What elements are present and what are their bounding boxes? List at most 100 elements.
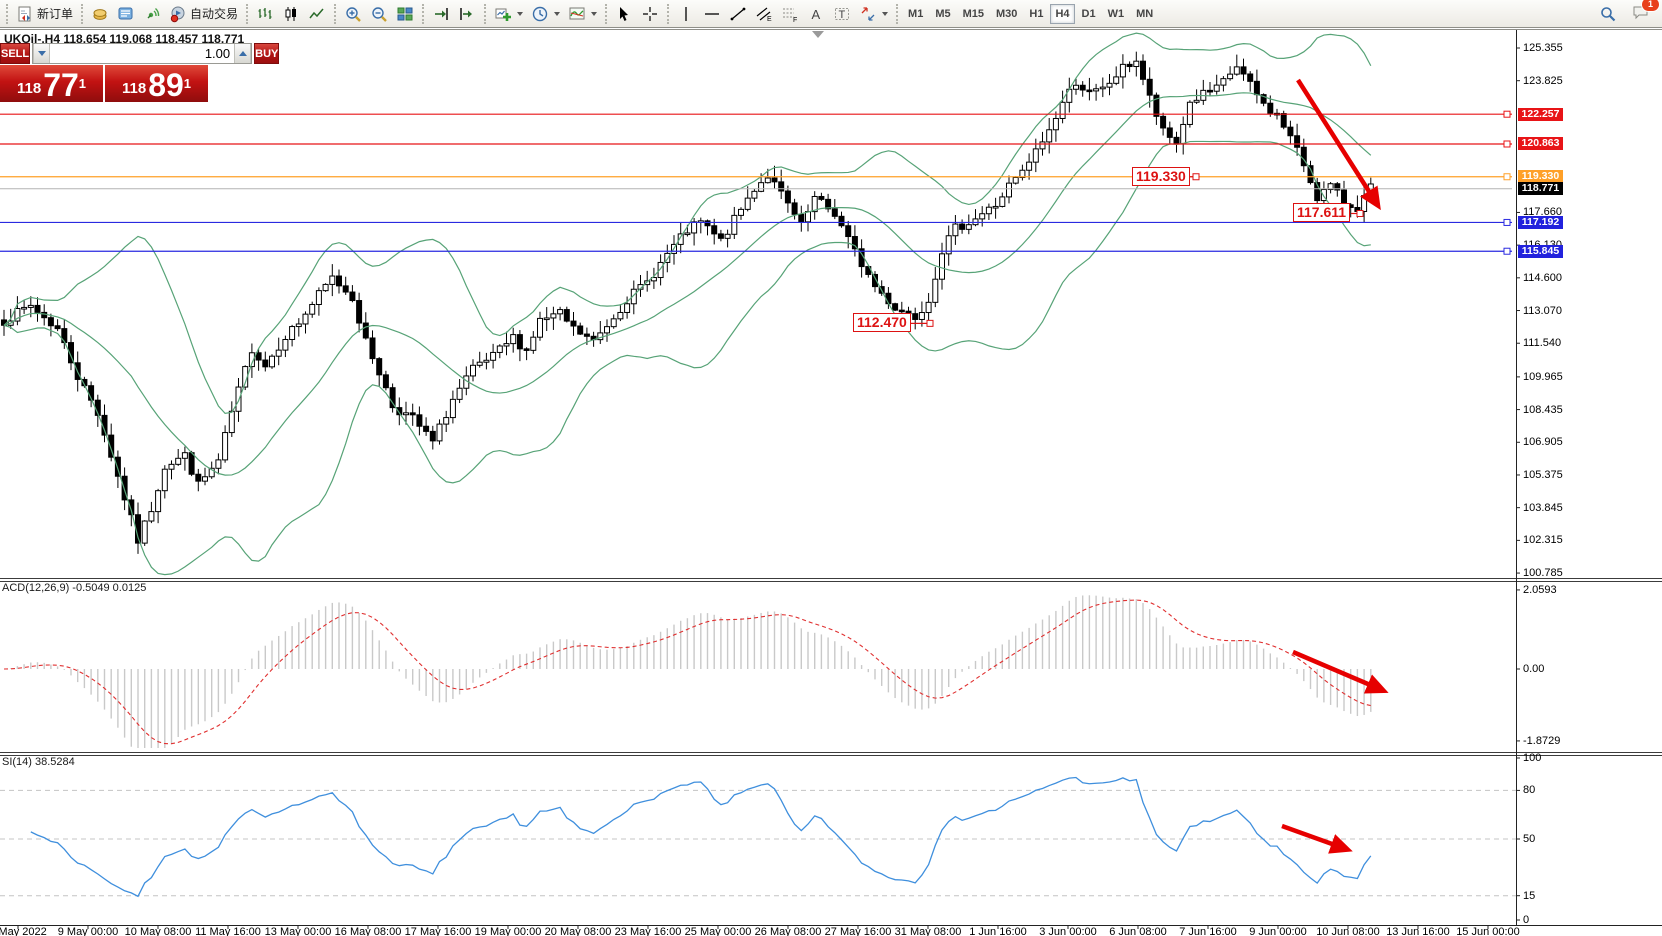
arrows-tool-button[interactable] xyxy=(855,3,892,25)
toolbar-grip xyxy=(6,3,8,24)
line-chart-mode-button[interactable] xyxy=(304,3,330,25)
auto-scroll-button[interactable] xyxy=(428,3,454,25)
volume-decrease-button[interactable] xyxy=(33,44,51,63)
vertical-line-icon xyxy=(685,6,687,21)
sell-button[interactable]: SELL xyxy=(0,43,31,64)
new-chart-button[interactable] xyxy=(490,3,527,25)
cursor-tool-button[interactable] xyxy=(611,3,637,25)
horizontal-line-tool-button[interactable] xyxy=(699,3,725,25)
trend-arrow[interactable] xyxy=(1281,823,1353,854)
trend-arrow[interactable] xyxy=(1292,649,1389,694)
new-chart-icon xyxy=(495,8,512,21)
timeframe-button-mn[interactable]: MN xyxy=(1131,4,1158,24)
timeframe-button-m30[interactable]: M30 xyxy=(991,4,1022,24)
signal-icon xyxy=(147,7,160,18)
rsi-line xyxy=(30,776,1372,898)
timeframe-button-m1[interactable]: M1 xyxy=(903,4,928,24)
volume-stepper xyxy=(32,43,253,64)
buy-button[interactable]: BUY xyxy=(254,43,280,64)
cursor-icon xyxy=(620,6,629,21)
clock-icon xyxy=(532,6,548,21)
autotrading-icon xyxy=(170,6,185,22)
fibonacci-tool-button[interactable]: F xyxy=(777,3,803,25)
macd-signal-line xyxy=(3,599,1371,745)
text-icon: A xyxy=(812,7,821,22)
text-tool-button[interactable]: A xyxy=(803,3,829,25)
volume-input[interactable] xyxy=(50,44,235,63)
svg-text:F: F xyxy=(793,17,797,23)
buy-price-display[interactable]: 118 89 1 xyxy=(105,65,208,102)
text-label-tool-button[interactable]: T xyxy=(829,3,855,25)
indicators-button[interactable] xyxy=(564,3,601,25)
down-caret-icon xyxy=(37,51,46,56)
autotrading-button[interactable]: 自动交易 xyxy=(165,3,242,25)
price-level-lines xyxy=(0,110,1512,255)
new-order-icon xyxy=(18,6,31,21)
annotation-box[interactable]: 117.611 xyxy=(1293,203,1351,223)
volume-increase-button[interactable] xyxy=(234,44,252,63)
tile-windows-button[interactable] xyxy=(392,3,418,25)
sell-price-prefix: 118 xyxy=(16,80,42,97)
toolbar-grip xyxy=(246,3,249,24)
timeframe-button-m15[interactable]: M15 xyxy=(958,4,989,24)
arrow-objects-icon xyxy=(861,6,875,21)
toolbar-grip xyxy=(81,3,84,24)
sell-price-display[interactable]: 118 77 1 xyxy=(0,65,103,102)
timeframe-button-w1[interactable]: W1 xyxy=(1103,4,1130,24)
zoom-out-icon xyxy=(372,6,387,22)
zoom-out-button[interactable] xyxy=(366,3,392,25)
timeframe-button-d1[interactable]: D1 xyxy=(1077,4,1101,24)
tile-windows-icon xyxy=(397,7,413,20)
toolbar-grip xyxy=(896,3,899,24)
timeframe-button-h1[interactable]: H1 xyxy=(1024,4,1048,24)
trend-arrow[interactable] xyxy=(1296,78,1381,211)
candlestick-series xyxy=(1,51,1374,554)
annotation-anchor xyxy=(926,319,934,327)
new-order-button[interactable]: 新订单 xyxy=(12,3,77,25)
vertical-line-tool-button[interactable] xyxy=(673,3,699,25)
trendline-tool-button[interactable] xyxy=(725,3,751,25)
candlestick-mode-button[interactable] xyxy=(278,3,304,25)
zoom-in-button[interactable] xyxy=(340,3,366,25)
candlestick-icon xyxy=(285,6,297,21)
dropdown-caret-icon xyxy=(591,11,598,16)
annotation-anchor xyxy=(1356,209,1364,217)
data-window-icon xyxy=(118,7,133,19)
main-toolbar: 新订单 自动交易 xyxy=(0,0,1662,28)
fibonacci-icon: F xyxy=(783,7,797,23)
timeframe-button-h4[interactable]: H4 xyxy=(1050,3,1075,24)
notification-badge: 1 xyxy=(1641,0,1660,12)
channel-icon: E xyxy=(756,7,772,23)
search-button[interactable] xyxy=(1595,3,1621,25)
annotation-box[interactable]: 112.470 xyxy=(853,313,911,333)
chart-shift-button[interactable] xyxy=(454,3,480,25)
dropdown-caret-icon xyxy=(554,11,561,16)
crosshair-icon xyxy=(643,6,658,21)
market-watch-button[interactable] xyxy=(87,3,113,25)
timeframe-group: M1 M5 M15 M30 H1 H4 D1 W1 MN xyxy=(902,3,1159,24)
rsi-level-lines xyxy=(0,789,1516,897)
coins-icon xyxy=(93,8,107,20)
new-order-label: 新订单 xyxy=(37,7,74,21)
up-caret-icon xyxy=(238,51,247,56)
pane-frame xyxy=(0,29,1662,929)
dropdown-caret-icon xyxy=(882,11,889,16)
equidistant-channel-tool-button[interactable]: E xyxy=(751,3,777,25)
chart-shift-icon xyxy=(460,7,473,20)
crosshair-tool-button[interactable] xyxy=(637,3,663,25)
toolbar-grip xyxy=(484,3,487,24)
dropdown-caret-icon xyxy=(517,11,524,16)
timeframe-button-m5[interactable]: M5 xyxy=(930,4,955,24)
toolbar-grip xyxy=(667,3,670,24)
annotation-box[interactable]: 119.330 xyxy=(1132,166,1190,186)
bar-chart-mode-button[interactable] xyxy=(252,3,278,25)
sell-price-pips: 77 xyxy=(43,67,79,103)
buy-price-pips: 89 xyxy=(148,67,184,103)
sell-price-point: 1 xyxy=(78,76,87,91)
profiles-button[interactable] xyxy=(527,3,564,25)
data-window-button[interactable] xyxy=(113,3,139,25)
svg-text:E: E xyxy=(767,16,772,23)
signals-button[interactable] xyxy=(139,3,165,25)
